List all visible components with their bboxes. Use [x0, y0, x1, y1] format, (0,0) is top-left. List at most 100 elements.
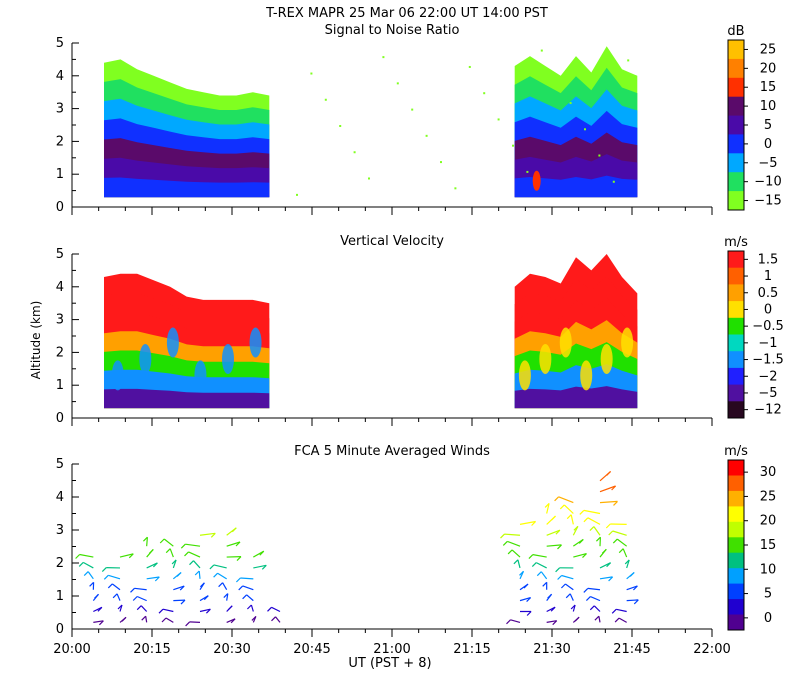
wind-barb-flag [583, 517, 589, 523]
wind-barb-flag [526, 611, 532, 616]
x-tick-label: 21:15 [453, 642, 490, 657]
wind-barb-flag [608, 530, 614, 536]
colorbar-swatch [728, 583, 744, 600]
wind-barb-flag [589, 605, 595, 611]
wind-barb [573, 553, 587, 558]
wind-barb-flag [189, 560, 194, 566]
wind-barb-flag [582, 553, 587, 559]
wind-barb [587, 587, 601, 591]
noise-speckle [468, 65, 471, 68]
wind-barb [558, 496, 574, 504]
colorbar-tick-label: 15 [760, 80, 777, 95]
wind-barb [565, 583, 574, 591]
wind-barb [626, 559, 630, 569]
wind-barb-flag [632, 585, 638, 591]
wind-barb [507, 540, 521, 547]
velocity-cell [580, 360, 593, 391]
wind-barb [82, 561, 94, 569]
wind-barb [242, 585, 254, 591]
wind-barb [240, 577, 254, 580]
noise-speckle [368, 177, 370, 180]
wind-barb-flag [611, 485, 617, 491]
velocity-cell [559, 327, 572, 358]
velocity-cell [166, 327, 179, 358]
wind-barb-flag [557, 544, 562, 550]
wind-barb [546, 529, 561, 536]
wind-barb [616, 608, 627, 613]
wind-barb [108, 574, 121, 580]
wind-barb-flag [161, 617, 167, 623]
wind-barb-flag [612, 538, 618, 544]
colorbar-swatch [728, 317, 744, 335]
wind-barb [599, 576, 613, 580]
noise-speckle [411, 108, 414, 111]
wind-barb-flag [526, 597, 532, 603]
colorbar-unit: m/s [724, 235, 748, 250]
colorbar-tick-label: 5 [764, 118, 772, 133]
wind-barb-flag [176, 572, 182, 577]
y-tick-label: 3 [56, 313, 64, 328]
noise-speckle [396, 82, 399, 85]
wind-barb-flag [573, 525, 579, 531]
wind-barb-flag [242, 594, 248, 600]
wind-barb-flag [165, 548, 171, 554]
colorbar-frame [727, 250, 745, 419]
wind-barb [173, 599, 186, 602]
wind-barb-flag [152, 562, 158, 568]
colorbar-tick-label: −1 [758, 336, 777, 351]
wind-barb [612, 530, 627, 536]
wind-barb [253, 564, 267, 569]
x-tick-label: 20:00 [53, 642, 90, 657]
wind-barb [590, 596, 601, 602]
colorbar-swatch [728, 251, 744, 269]
x-tick-label: 20:45 [293, 642, 330, 657]
noise-speckle [497, 118, 500, 121]
wind-barb-flag [536, 571, 542, 577]
colorbar-tick-label: 1 [764, 269, 772, 284]
wind-barb-flag [184, 551, 189, 557]
wind-barb-flag [624, 559, 630, 565]
wind-barb-flag [551, 515, 556, 521]
wind-barb [140, 605, 148, 612]
colorbar-tick-label: 0 [764, 137, 772, 152]
y-tick-label: 0 [56, 411, 64, 426]
wind-barb-flag [101, 567, 107, 573]
wind-barb-flag [112, 593, 118, 599]
colorbar-tick-label: 10 [760, 99, 777, 114]
y-tick-label: 4 [56, 490, 64, 505]
colorbar-swatch [728, 599, 744, 616]
wind-barb [165, 617, 174, 623]
snr-hotspot [532, 170, 541, 191]
noise-speckle [612, 180, 615, 183]
wind-barb-flag [128, 553, 134, 559]
wind-barb [626, 585, 638, 591]
wind-barb-flag [121, 616, 127, 622]
wind-barb-flag [179, 585, 185, 591]
wind-barb [134, 587, 147, 591]
wind-barb [511, 549, 521, 558]
wind-barb-flag [629, 571, 635, 577]
wind-barb-flag [544, 502, 550, 508]
wind-barb-flag [78, 561, 84, 567]
data-segment-1-layer [104, 177, 270, 198]
x-tick-label: 20:30 [213, 642, 250, 657]
wind-barb [136, 595, 147, 602]
y-axis-label: Altitude (km) [29, 301, 43, 380]
wind-barb-flag [194, 570, 200, 576]
wind-barb-flag [513, 559, 519, 565]
wind-barb [599, 485, 616, 493]
wind-barb-flag [578, 538, 584, 544]
wind-barb [193, 560, 201, 569]
wind-barb [593, 605, 601, 612]
wind-barb [213, 564, 227, 569]
colorbar-swatch [728, 460, 744, 476]
wind-barb-flag [89, 581, 95, 587]
wind-barb-flag [542, 581, 548, 587]
wind-barb-flag [235, 577, 241, 583]
colorbar-tick-label: 20 [760, 61, 777, 76]
wind-barb-flag [601, 548, 607, 554]
noise-speckle [598, 154, 601, 157]
wind-barb-flag [171, 559, 177, 565]
wind-barb-flag [523, 583, 529, 589]
